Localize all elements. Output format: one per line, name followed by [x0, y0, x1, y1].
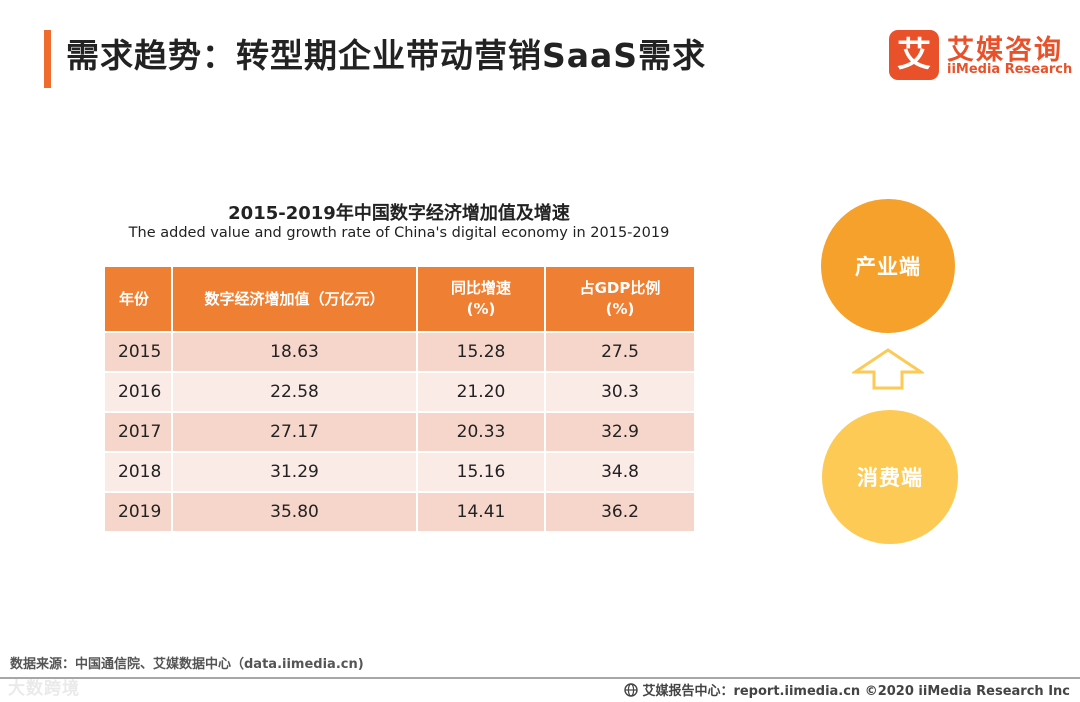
- table-title: 2015-2019年中国数字经济增加值及增速: [228, 203, 570, 224]
- table-row: 2019 35.80 14.41 36.2: [105, 491, 694, 531]
- table-subtitle: The added value and growth rate of China…: [128, 225, 670, 241]
- up-arrow-icon: [852, 348, 924, 390]
- col-header-value: 数字经济增加值（万亿元）: [172, 267, 418, 332]
- title-accent-bar: [44, 30, 51, 88]
- logo-name-cn: 艾媒咨询: [947, 35, 1063, 66]
- col-header-growth-unit: (%): [466, 300, 496, 318]
- col-header-growth: 同比增速 (%): [417, 267, 546, 332]
- col-header-growth-text: 同比增速: [450, 279, 511, 297]
- logo-name-en: iiMedia Research: [947, 62, 1073, 77]
- footer-divider: [0, 677, 1080, 679]
- cell-growth: 14.41: [417, 491, 546, 531]
- cell-year: 2019: [105, 491, 173, 531]
- col-header-year: 年份: [105, 267, 173, 332]
- brand-logo[interactable]: 艾 艾媒咨询 iiMedia Research: [889, 30, 1073, 82]
- table-row: 2016 22.58 21.20 30.3: [105, 371, 694, 412]
- footer-report-text: 艾媒报告中心：report.iimedia.cn ©2020 iiMedia R…: [642, 684, 1070, 699]
- data-source-note: 数据来源：中国通信院、艾媒数据中心（data.iimedia.cn): [10, 657, 364, 672]
- cell-gdp-share: 32.9: [545, 411, 694, 452]
- cell-gdp-share: 34.8: [545, 451, 694, 492]
- cell-year: 2015: [105, 331, 173, 372]
- col-header-gdp-share: 占GDP比例 (%): [545, 267, 694, 332]
- industry-side-circle: 产业端: [821, 199, 955, 333]
- cell-value: 35.80: [172, 491, 418, 531]
- table-header-row: 年份 数字经济增加值（万亿元） 同比增速 (%) 占GDP比例 (%): [105, 267, 694, 332]
- footer-report-center[interactable]: 艾媒报告中心：report.iimedia.cn ©2020 iiMedia R…: [624, 680, 1070, 699]
- cell-year: 2016: [105, 371, 173, 412]
- cell-growth: 21.20: [417, 371, 546, 412]
- cell-growth: 20.33: [417, 411, 546, 452]
- table-row: 2018 31.29 15.16 34.8: [105, 451, 694, 492]
- cell-gdp-share: 36.2: [545, 491, 694, 531]
- globe-icon: [624, 682, 639, 697]
- col-header-gdp-share-unit: (%): [605, 300, 635, 318]
- digital-economy-table: 年份 数字经济增加值（万亿元） 同比增速 (%) 占GDP比例 (%) 2015…: [105, 267, 694, 531]
- cell-growth: 15.28: [417, 331, 546, 372]
- watermark: 大数跨境: [8, 679, 80, 699]
- logo-mark-icon: 艾: [889, 30, 939, 80]
- cell-year: 2017: [105, 411, 173, 452]
- consumer-side-circle: 消费端: [822, 410, 958, 544]
- cell-gdp-share: 30.3: [545, 371, 694, 412]
- cell-year: 2018: [105, 451, 173, 492]
- col-header-gdp-share-text: 占GDP比例: [579, 279, 661, 297]
- cell-value: 22.58: [172, 371, 418, 412]
- page-title: 需求趋势：转型期企业带动营销SaaS需求: [66, 36, 707, 75]
- cell-gdp-share: 27.5: [545, 331, 694, 372]
- table-row: 2017 27.17 20.33 32.9: [105, 411, 694, 452]
- cell-value: 31.29: [172, 451, 418, 492]
- cell-value: 27.17: [172, 411, 418, 452]
- cell-growth: 15.16: [417, 451, 546, 492]
- cell-value: 18.63: [172, 331, 418, 372]
- table-row: 2015 18.63 15.28 27.5: [105, 331, 694, 372]
